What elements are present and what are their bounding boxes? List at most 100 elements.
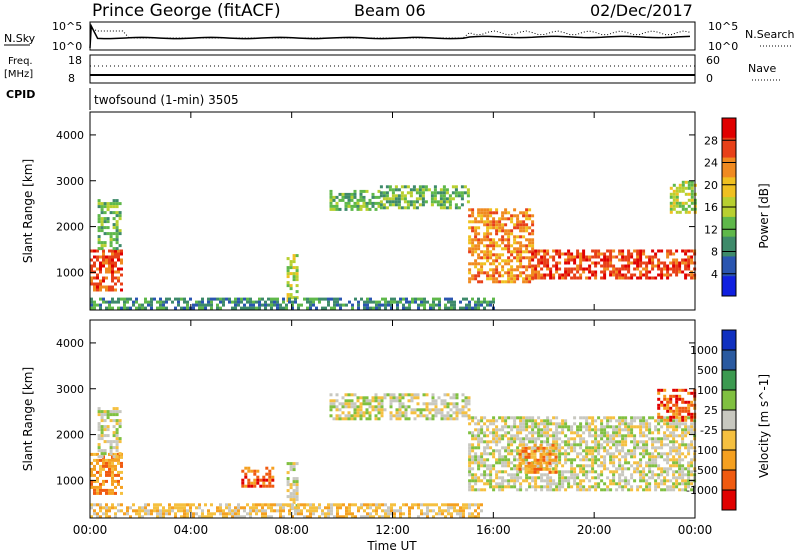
heatmap-cell xyxy=(678,470,682,474)
heatmap-cell xyxy=(442,194,446,198)
heatmap-cell xyxy=(597,476,601,480)
heatmap-cell xyxy=(489,482,493,486)
heatmap-cell xyxy=(681,388,685,392)
heatmap-cell xyxy=(392,399,396,403)
heatmap-cell xyxy=(591,270,595,274)
heatmap-cell xyxy=(624,255,628,259)
heatmap-cell xyxy=(201,300,204,304)
heatmap-cell xyxy=(542,446,546,450)
heatmap-cell xyxy=(108,509,111,513)
heatmap-cell xyxy=(366,512,369,516)
heatmap-cell xyxy=(276,503,279,507)
heatmap-cell xyxy=(609,273,613,277)
heatmap-cell xyxy=(440,417,444,421)
heatmap-cell xyxy=(93,458,96,462)
heatmap-cell xyxy=(657,476,661,480)
heatmap-cell xyxy=(440,414,444,418)
heatmap-cell xyxy=(99,467,102,471)
heatmap-cell xyxy=(216,303,219,307)
heatmap-cell xyxy=(192,503,195,507)
heatmap-cell xyxy=(579,422,583,426)
heatmap-cell xyxy=(621,416,625,420)
heatmap-cell xyxy=(519,253,523,257)
heatmap-cell xyxy=(510,250,514,254)
heatmap-cell xyxy=(344,417,348,421)
heatmap-cell xyxy=(621,455,625,459)
heatmap-cell xyxy=(156,515,159,519)
heatmap-cell xyxy=(651,455,655,459)
heatmap-cell xyxy=(117,258,120,262)
heatmap-cell xyxy=(468,449,472,453)
heatmap-cell xyxy=(111,476,114,480)
heatmap-cell xyxy=(416,396,420,400)
heatmap-cell xyxy=(99,482,102,486)
heatmap-cell xyxy=(594,470,598,474)
heatmap-cell xyxy=(108,473,111,477)
heatmap-cell xyxy=(642,273,646,277)
nsky-series-line xyxy=(89,23,691,49)
heatmap-cell xyxy=(357,506,360,510)
heatmap-cell xyxy=(516,226,520,230)
heatmap-cell xyxy=(345,515,348,519)
heatmap-cell xyxy=(442,185,446,189)
heatmap-cell xyxy=(115,202,119,206)
heatmap-cell xyxy=(507,443,511,447)
heatmap-cell xyxy=(483,461,487,465)
heatmap-cell xyxy=(147,503,150,507)
heatmap-cell xyxy=(292,260,296,264)
heatmap-cell xyxy=(681,473,685,477)
heatmap-cell xyxy=(135,512,138,516)
heatmap-cell xyxy=(600,455,604,459)
heatmap-cell xyxy=(344,414,348,418)
heatmap-cell xyxy=(286,495,290,499)
heatmap-cell xyxy=(486,434,490,438)
heatmap-cell xyxy=(387,515,390,519)
heatmap-cell xyxy=(306,297,309,301)
heatmap-cell xyxy=(324,297,327,301)
heatmap-cell xyxy=(621,255,625,259)
heatmap-cell xyxy=(570,461,574,465)
heatmap-cell xyxy=(385,191,389,195)
heatmap-cell xyxy=(445,197,449,201)
heatmap-cell xyxy=(669,210,673,214)
heatmap-cell xyxy=(600,479,604,483)
heatmap-cell xyxy=(108,515,111,519)
heatmap-cell xyxy=(576,425,580,429)
heatmap-cell xyxy=(639,485,643,489)
heatmap-cell xyxy=(624,434,628,438)
y-tick-label: 2000 xyxy=(56,221,84,234)
heatmap-cell xyxy=(678,261,682,265)
heatmap-cell xyxy=(513,479,517,483)
heatmap-cell xyxy=(477,211,481,215)
heatmap-cell xyxy=(413,408,417,412)
heatmap-cell xyxy=(669,409,673,413)
heatmap-cell xyxy=(306,509,309,513)
heatmap-cell xyxy=(675,415,679,419)
heatmap-cell xyxy=(558,488,562,492)
heatmap-cell xyxy=(690,422,694,426)
heatmap-cell xyxy=(132,303,135,307)
heatmap-cell xyxy=(516,256,520,260)
heatmap-cell xyxy=(510,274,514,278)
heatmap-cell xyxy=(477,506,480,510)
heatmap-cell xyxy=(651,461,655,465)
heatmap-cell xyxy=(663,394,667,398)
heatmap-cell xyxy=(353,411,357,415)
heatmap-cell xyxy=(561,252,565,256)
heatmap-cell xyxy=(636,264,640,268)
heatmap-cell xyxy=(114,282,117,286)
heatmap-cell xyxy=(129,515,132,519)
heatmap-cell xyxy=(504,259,508,263)
heatmap-cell xyxy=(111,258,114,262)
heatmap-cell xyxy=(600,446,604,450)
heatmap-cell xyxy=(669,397,673,401)
heatmap-cell xyxy=(115,223,119,227)
heatmap-cell xyxy=(258,306,261,310)
colorbar-frame xyxy=(721,329,737,511)
heatmap-cell xyxy=(324,512,327,516)
heatmap-cell xyxy=(468,271,472,275)
heatmap-cell xyxy=(102,285,105,289)
heatmap-cell xyxy=(109,410,113,414)
heatmap-cell xyxy=(413,417,417,421)
heatmap-cell xyxy=(660,267,664,271)
